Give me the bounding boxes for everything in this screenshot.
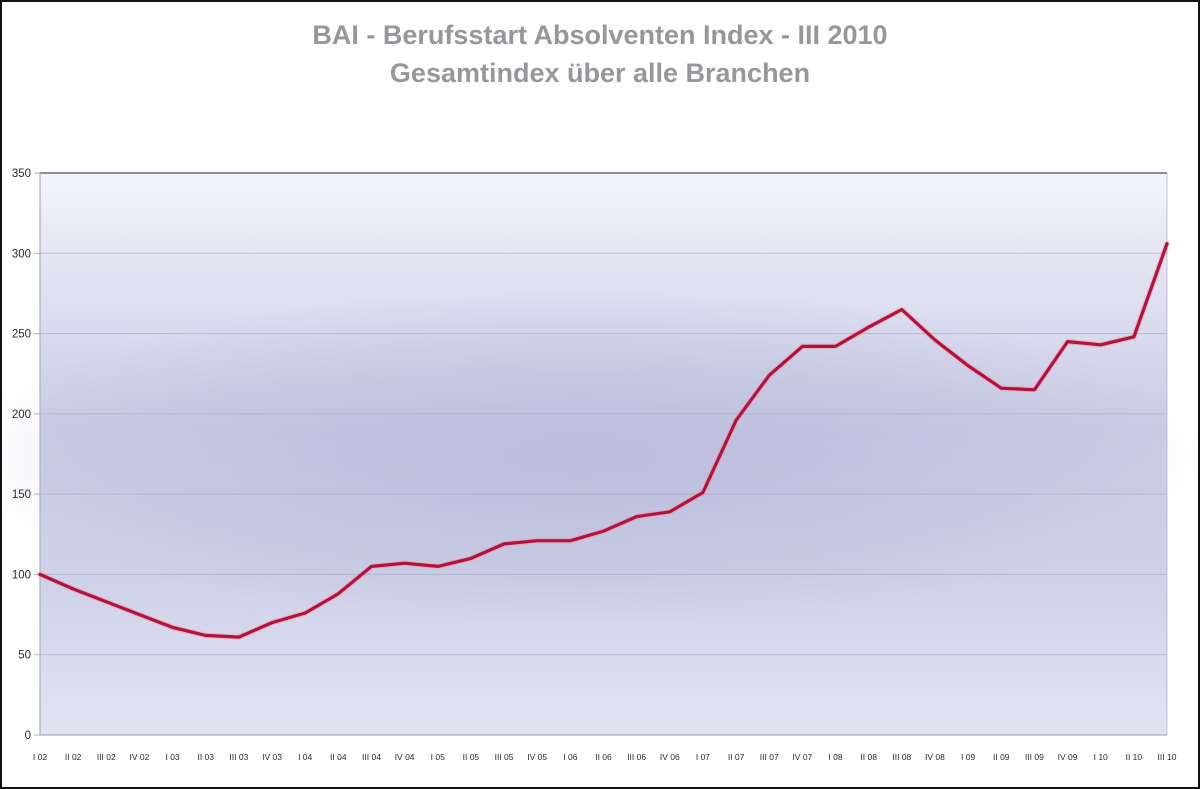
svg-text:IV 03: IV 03 bbox=[262, 752, 282, 762]
svg-text:II 02: II 02 bbox=[65, 752, 82, 762]
y-axis-labels: 0 50 100 150 200 250 300 350 bbox=[12, 168, 31, 742]
svg-text:III 07: III 07 bbox=[760, 752, 779, 762]
series-line-gesamtindex bbox=[37, 240, 1170, 640]
svg-text:IV 06: IV 06 bbox=[660, 752, 680, 762]
svg-text:II 09: II 09 bbox=[993, 752, 1010, 762]
svg-text:IV 08: IV 08 bbox=[925, 752, 945, 762]
svg-text:I 05: I 05 bbox=[431, 752, 445, 762]
svg-text:150: 150 bbox=[12, 489, 31, 501]
svg-text:IV 07: IV 07 bbox=[792, 752, 812, 762]
svg-text:II 10: II 10 bbox=[1126, 752, 1143, 762]
svg-text:III 02: III 02 bbox=[97, 752, 116, 762]
chart-title: BAI - Berufsstart Absolventen Index - II… bbox=[312, 20, 888, 50]
svg-text:II 05: II 05 bbox=[463, 752, 480, 762]
svg-text:III 03: III 03 bbox=[229, 752, 248, 762]
svg-text:350: 350 bbox=[12, 168, 31, 180]
svg-text:I 08: I 08 bbox=[828, 752, 842, 762]
svg-text:II 03: II 03 bbox=[197, 752, 214, 762]
svg-text:0: 0 bbox=[25, 730, 31, 742]
svg-text:100: 100 bbox=[12, 569, 31, 581]
svg-text:250: 250 bbox=[12, 329, 31, 341]
svg-text:III 05: III 05 bbox=[495, 752, 514, 762]
svg-text:200: 200 bbox=[12, 409, 31, 421]
chart-subtitle: Gesamtindex über alle Branchen bbox=[389, 58, 811, 88]
axis-lines bbox=[39, 173, 1168, 736]
plot-background bbox=[2, 173, 1198, 735]
svg-text:I 10: I 10 bbox=[1094, 752, 1108, 762]
svg-text:I 09: I 09 bbox=[961, 752, 975, 762]
svg-text:II 08: II 08 bbox=[860, 752, 877, 762]
svg-text:II 07: II 07 bbox=[728, 752, 745, 762]
svg-text:IV 09: IV 09 bbox=[1058, 752, 1078, 762]
svg-text:I 07: I 07 bbox=[696, 752, 710, 762]
chart-header: BAI - Berufsstart Absolventen Index - II… bbox=[2, 16, 1198, 92]
svg-text:50: 50 bbox=[18, 650, 31, 662]
svg-text:I 04: I 04 bbox=[298, 752, 312, 762]
svg-text:IV 02: IV 02 bbox=[130, 752, 150, 762]
svg-text:II 06: II 06 bbox=[595, 752, 612, 762]
svg-text:I 06: I 06 bbox=[563, 752, 577, 762]
svg-text:I 02: I 02 bbox=[33, 752, 47, 762]
svg-text:IV 05: IV 05 bbox=[527, 752, 547, 762]
svg-text:III 04: III 04 bbox=[362, 752, 381, 762]
svg-text:III 08: III 08 bbox=[892, 752, 911, 762]
svg-text:III 10: III 10 bbox=[1158, 752, 1177, 762]
svg-text:III 06: III 06 bbox=[627, 752, 646, 762]
x-axis-labels: I 02 II 02 III 02 IV 02 I 03 II 03 III 03 IV 03… bbox=[33, 752, 1177, 762]
svg-text:II 04: II 04 bbox=[330, 752, 347, 762]
svg-text:III 09: III 09 bbox=[1025, 752, 1044, 762]
svg-text:I 03: I 03 bbox=[165, 752, 179, 762]
svg-text:300: 300 bbox=[12, 248, 31, 260]
svg-text:IV 04: IV 04 bbox=[395, 752, 415, 762]
